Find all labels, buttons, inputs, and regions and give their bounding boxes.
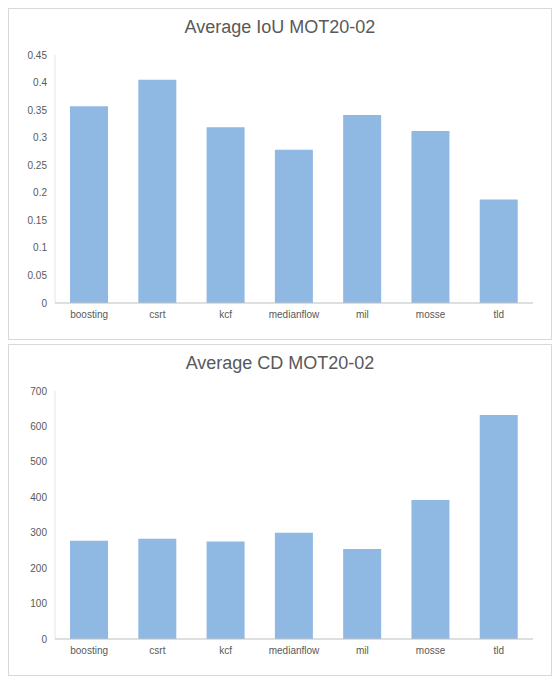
svg-text:0: 0 — [41, 298, 47, 309]
svg-text:tld: tld — [494, 645, 505, 656]
svg-text:boosting: boosting — [70, 309, 108, 320]
svg-text:0.15: 0.15 — [28, 215, 48, 226]
svg-text:boosting: boosting — [70, 645, 108, 656]
svg-text:tld: tld — [494, 309, 505, 320]
svg-text:medianflow: medianflow — [269, 309, 320, 320]
svg-text:500: 500 — [30, 456, 47, 467]
svg-text:0.2: 0.2 — [33, 187, 47, 198]
svg-text:0.35: 0.35 — [28, 105, 48, 116]
html-text:Average IoU MOT20-02: Average IoU MOT20-02 — [184, 17, 376, 37]
html-text:Average CD MOT20-02: Average CD MOT20-02 — [185, 353, 375, 373]
svg-text:400: 400 — [30, 492, 47, 503]
svg-text:0.1: 0.1 — [33, 242, 47, 253]
svg-text:0.05: 0.05 — [28, 270, 48, 281]
svg-text:kcf: kcf — [219, 645, 232, 656]
svg-text:kcf: kcf — [219, 309, 232, 320]
svg-text:0.4: 0.4 — [33, 77, 47, 88]
svg-text:mil: mil — [356, 645, 369, 656]
svg-text:medianflow: medianflow — [269, 645, 320, 656]
svg-text:csrt: csrt — [149, 309, 165, 320]
svg-text:0: 0 — [41, 634, 47, 645]
svg-text:0.25: 0.25 — [28, 160, 48, 171]
svg-text:mosse: mosse — [416, 309, 446, 320]
svg-text:mil: mil — [356, 309, 369, 320]
svg-text:700: 700 — [30, 386, 47, 397]
svg-text:100: 100 — [30, 598, 47, 609]
svg-text:200: 200 — [30, 563, 47, 574]
svg-text:0.45: 0.45 — [28, 50, 48, 61]
svg-text:csrt: csrt — [149, 645, 165, 656]
svg-text:0.3: 0.3 — [33, 132, 47, 143]
svg-text:mosse: mosse — [416, 645, 446, 656]
svg-text:600: 600 — [30, 421, 47, 432]
svg-text:300: 300 — [30, 527, 47, 538]
